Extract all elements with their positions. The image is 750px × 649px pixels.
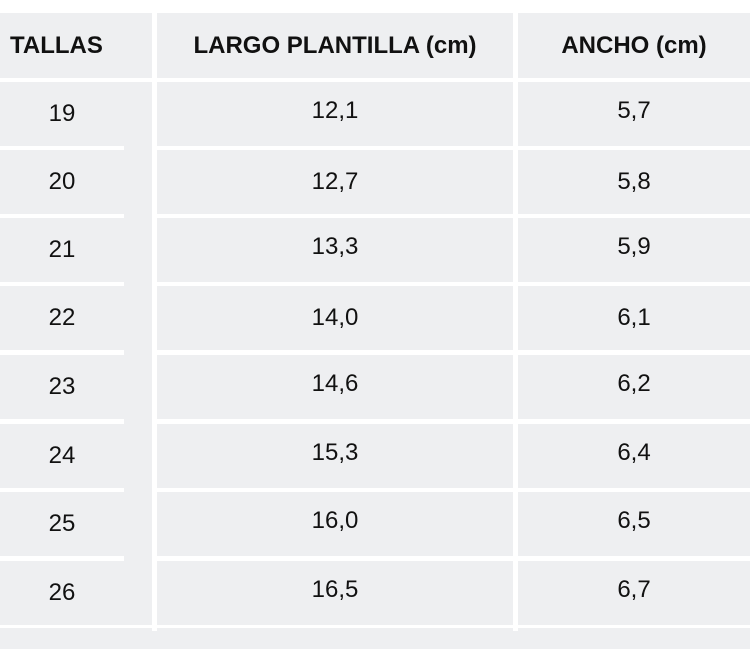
first-column-fill — [124, 82, 152, 625]
cell-talla: 25 — [0, 492, 124, 556]
cell-ancho: 6,1 — [518, 286, 750, 350]
column-divider — [152, 13, 157, 631]
cell-largo: 16,0 — [157, 492, 513, 556]
column-divider — [513, 13, 518, 631]
header-largo-plantilla: LARGO PLANTILLA (cm) — [157, 13, 513, 78]
cell-ancho: 6,2 — [518, 355, 750, 419]
table-bottom-band — [0, 628, 750, 649]
cell-ancho: 6,4 — [518, 424, 750, 488]
cell-largo: 14,0 — [157, 286, 513, 350]
cell-largo: 12,7 — [157, 150, 513, 214]
cell-ancho: 5,9 — [518, 218, 750, 282]
cell-largo: 15,3 — [157, 424, 513, 488]
cell-ancho: 6,7 — [518, 561, 750, 625]
cell-largo: 14,6 — [157, 355, 513, 419]
cell-ancho: 5,7 — [518, 82, 750, 146]
cell-largo: 13,3 — [157, 218, 513, 282]
cell-talla: 23 — [0, 355, 124, 419]
cell-ancho: 6,5 — [518, 492, 750, 556]
cell-talla: 19 — [0, 82, 124, 146]
cell-talla: 24 — [0, 424, 124, 488]
cell-talla: 21 — [0, 218, 124, 282]
cell-largo: 12,1 — [157, 82, 513, 146]
cell-largo: 16,5 — [157, 561, 513, 625]
cell-talla: 22 — [0, 286, 124, 350]
cell-ancho: 5,8 — [518, 150, 750, 214]
cell-talla: 26 — [0, 561, 124, 625]
header-ancho: ANCHO (cm) — [518, 13, 750, 78]
cell-talla: 20 — [0, 150, 124, 214]
header-tallas: TALLAS — [0, 13, 152, 78]
